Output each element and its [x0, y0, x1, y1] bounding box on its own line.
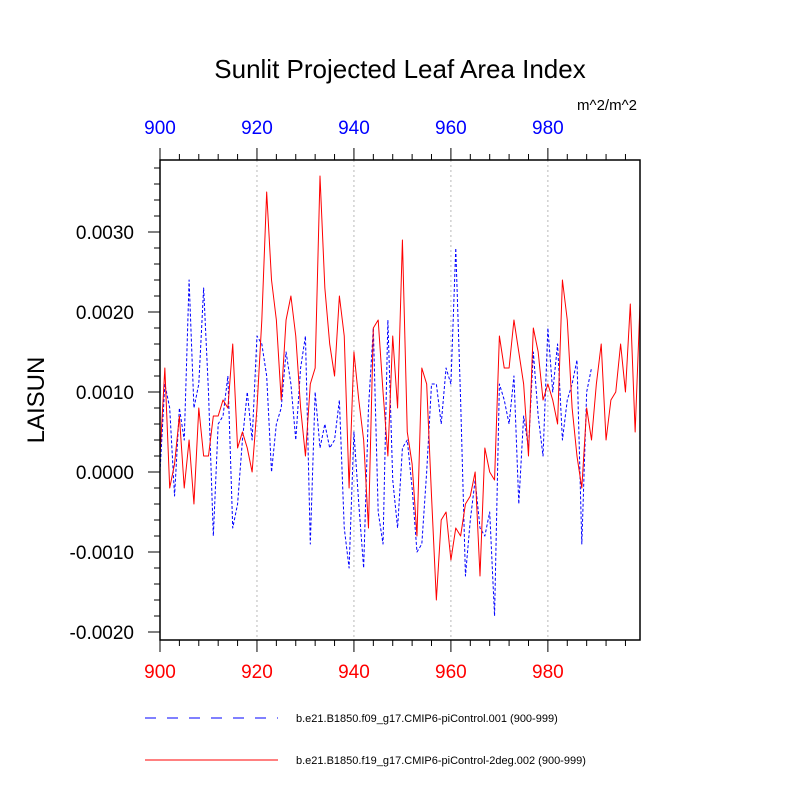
series-line-1 [159, 247, 593, 617]
y-tick-label: 0.0030 [76, 223, 134, 244]
x-tick-label-top: 900 [144, 118, 176, 139]
chart-title: Sunlit Projected Leaf Area Index [214, 54, 585, 84]
y-tick-label: 0.0020 [76, 303, 134, 324]
legend-label-series-1: b.e21.B1850.f09_g17.CMIP6-piControl.001 … [296, 713, 558, 725]
y-axis-label: LAISUN [23, 357, 50, 444]
y-tick-label: -0.0010 [70, 543, 134, 564]
series-line-2 [159, 175, 641, 601]
y-tick-label: 0.0010 [76, 383, 134, 404]
x-tick-label-bottom: 940 [338, 662, 370, 683]
y-tick-label: -0.0020 [70, 623, 134, 644]
y-tick-label: 0.0000 [76, 463, 134, 484]
axis-ticks [148, 148, 626, 652]
units-label: m^2/m^2 [577, 97, 637, 114]
x-tick-label-bottom: 980 [532, 662, 564, 683]
grid-lines [256, 160, 549, 640]
x-tick-label-top: 940 [338, 118, 370, 139]
x-tick-label-top: 960 [435, 118, 467, 139]
series-lines [159, 175, 641, 617]
legend: b.e21.B1850.f09_g17.CMIP6-piControl.001 … [145, 713, 586, 767]
x-tick-label-bottom: 920 [241, 662, 273, 683]
axis-tick-labels: 900 900 920 920 940 940 960 960 980 980 -0.0020 -0.… [70, 118, 564, 683]
plot-frame [159, 159, 641, 641]
x-tick-label-top: 980 [532, 118, 564, 139]
legend-label-series-2: b.e21.B1850.f19_g17.CMIP6-piControl-2deg… [296, 755, 586, 767]
x-tick-label-bottom: 900 [144, 662, 176, 683]
x-tick-label-top: 920 [241, 118, 273, 139]
x-tick-label-bottom: 960 [435, 662, 467, 683]
